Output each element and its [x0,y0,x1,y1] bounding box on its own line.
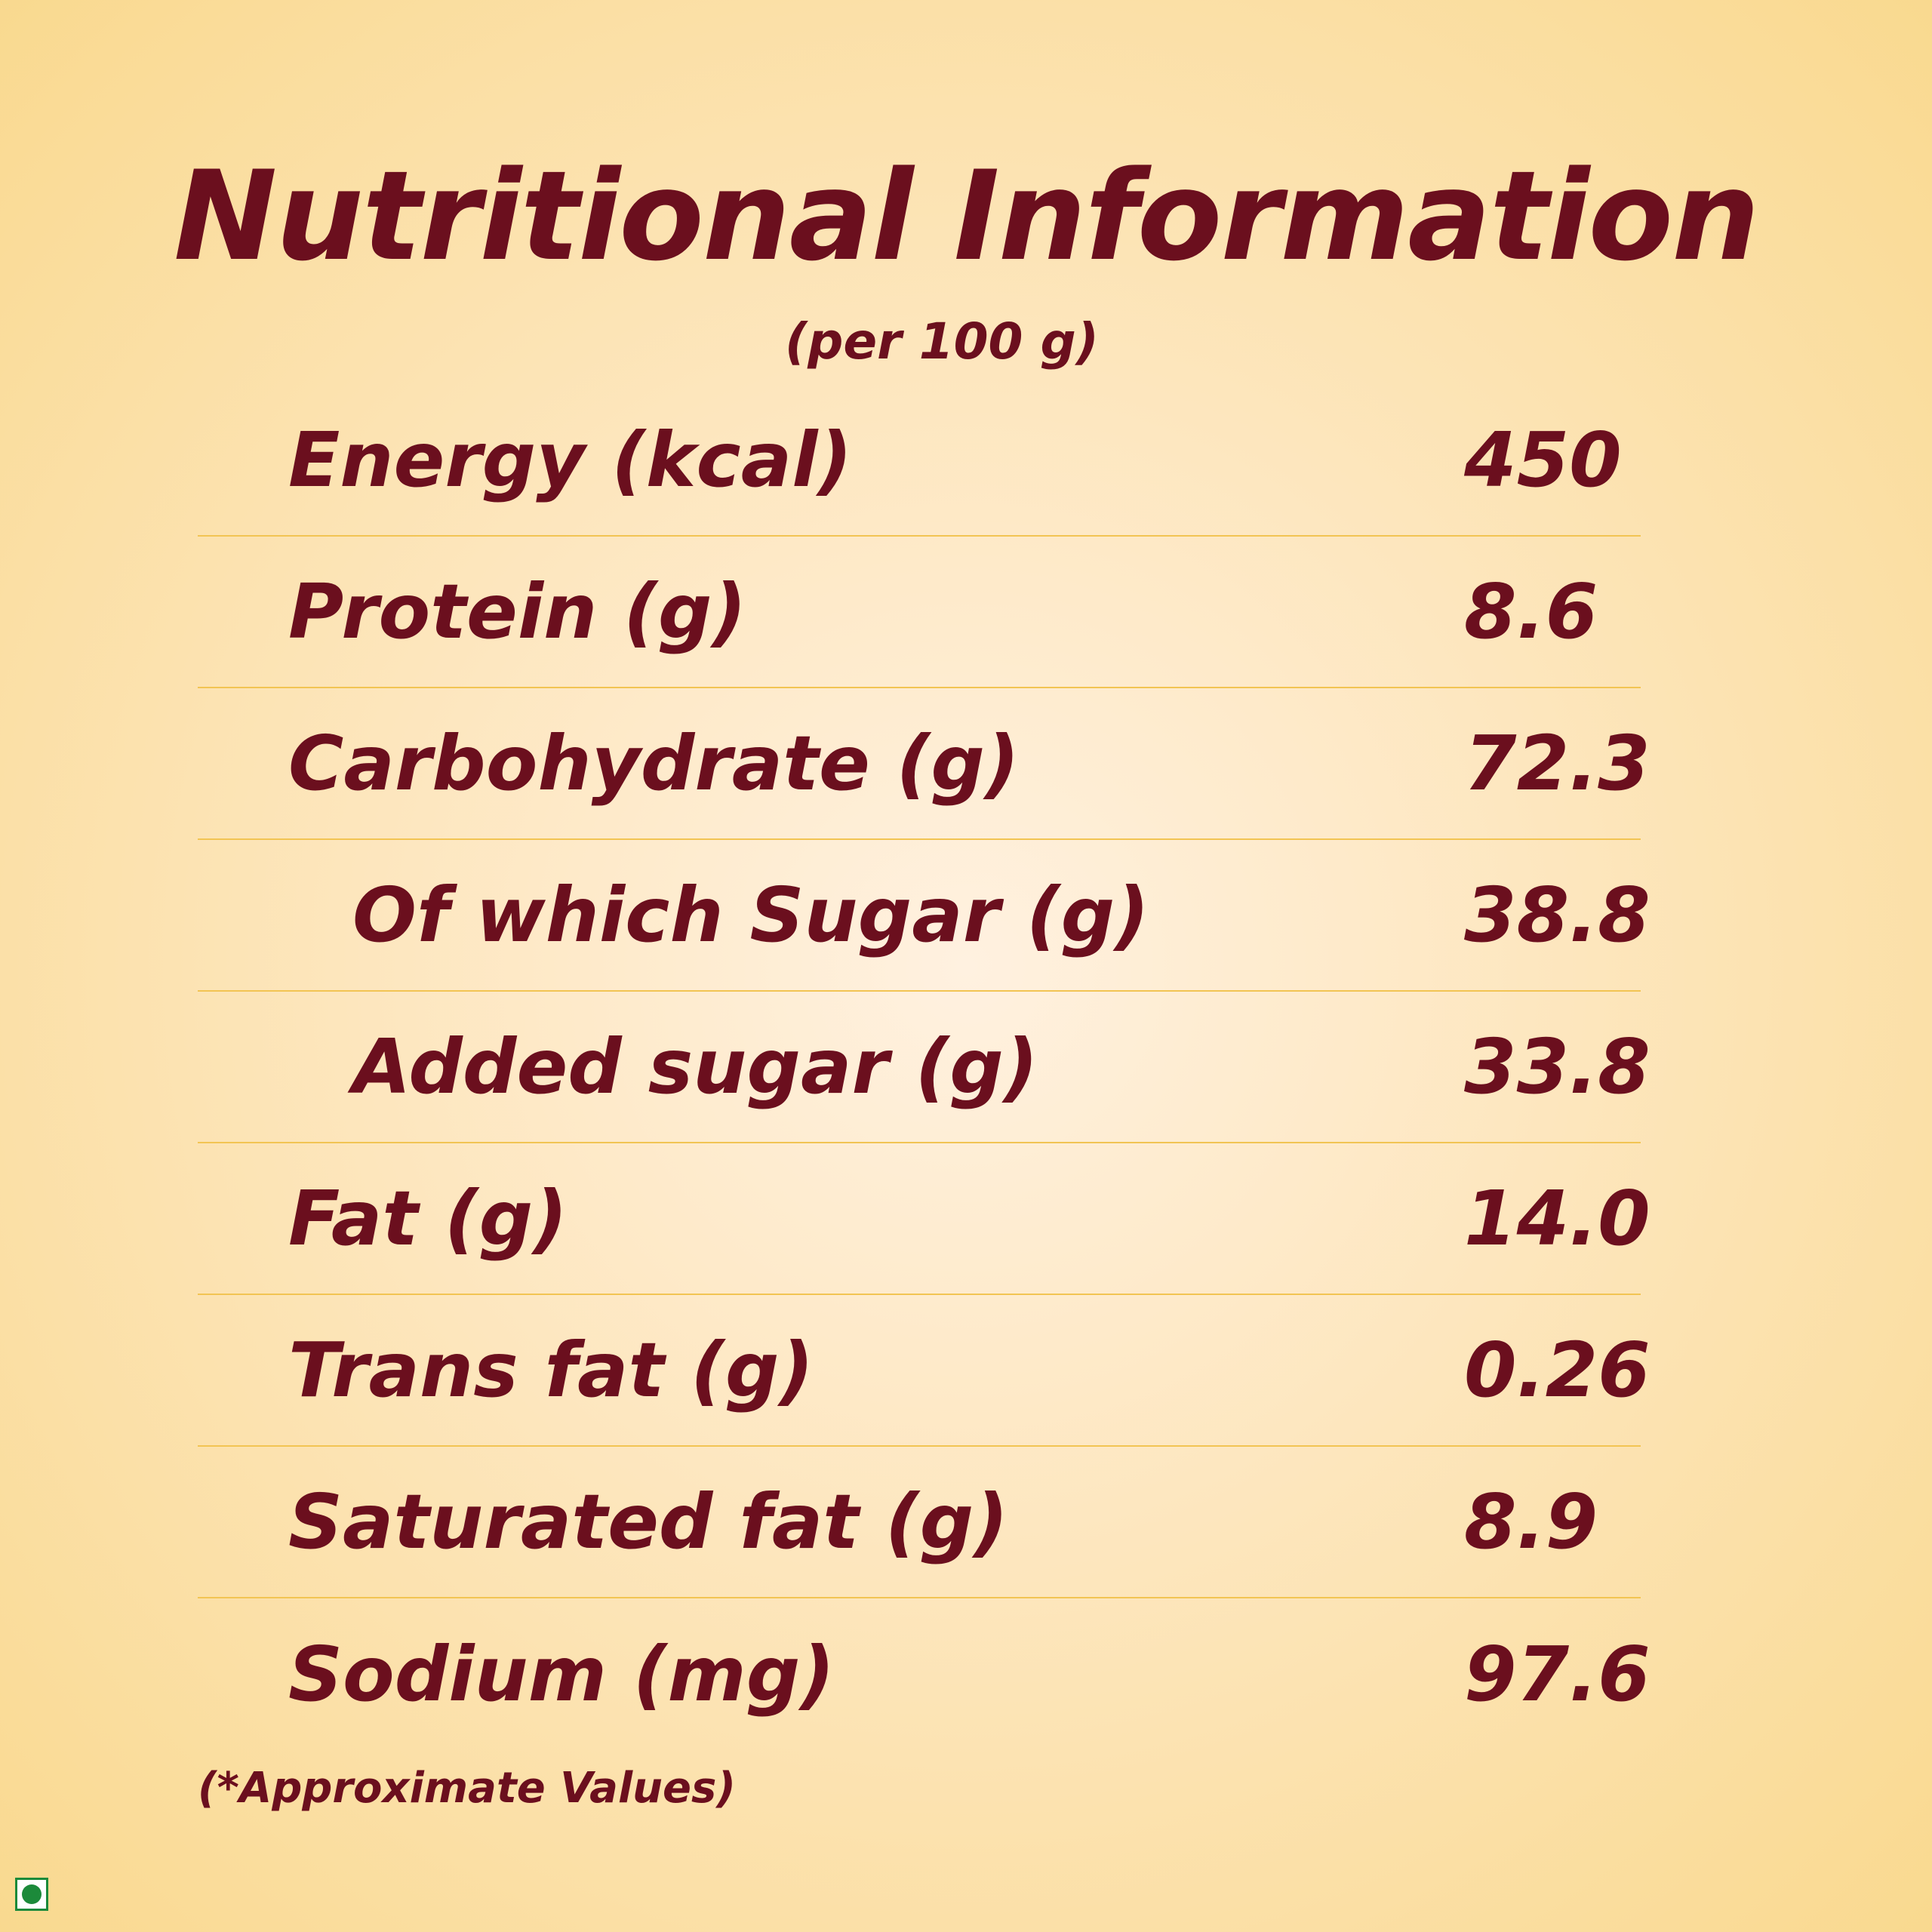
nutrition-row-fat: Fat (g) 14.0 [198,1143,1651,1295]
nutrition-row-added-sugar: Added sugar (g) 33.8 [198,992,1651,1143]
nutrition-row-energy: Energy (kcal) 450 [198,385,1641,537]
nutrient-value: 72.3 [1464,718,1651,808]
nutrient-label: Fat (g) [288,1174,568,1263]
nutrition-row-carbohydrate: Carbohydrate (g) 72.3 [198,688,1651,840]
nutrient-value: 8.6 [1464,567,1598,656]
approximate-values-note: (*Approximate Values) [198,1764,736,1813]
nutrient-label: Of which Sugar (g) [352,870,1149,959]
nutrition-table: Energy (kcal) 450 Protein (g) 8.6 Carboh… [198,385,1651,1750]
nutrient-label: Saturated fat (g) [288,1477,1008,1566]
nutrient-value: 14.0 [1464,1174,1651,1263]
nutrient-value: 8.9 [1464,1477,1598,1566]
nutrient-value: 97.6 [1464,1629,1651,1718]
nutrient-label: Trans fat (g) [288,1325,814,1414]
nutrient-label: Energy (kcal) [288,415,853,504]
nutrition-row-sodium: Sodium (mg) 97.6 [198,1598,1651,1750]
nutrition-row-sugar: Of which Sugar (g) 38.8 [198,840,1651,992]
serving-size-note: (per 100 g) [785,312,1099,371]
nutrient-label: Protein (g) [288,567,747,656]
nutrition-row-protein: Protein (g) 8.6 [198,537,1641,688]
nutrient-label: Added sugar (g) [352,1022,1038,1111]
nutrient-label: Sodium (mg) [288,1629,835,1718]
vegetarian-dot [22,1884,42,1904]
vegetarian-symbol-icon [15,1878,48,1911]
nutrient-value: 33.8 [1464,1022,1651,1111]
nutrient-value: 450 [1464,415,1622,504]
nutrient-label: Carbohydrate (g) [288,718,1020,808]
nutrition-row-trans-fat: Trans fat (g) 0.26 [198,1295,1651,1447]
nutrition-row-saturated-fat: Saturated fat (g) 8.9 [198,1447,1641,1598]
page-title: Nutritional Information [174,144,1760,288]
nutrient-value: 0.26 [1464,1325,1651,1414]
nutrient-value: 38.8 [1464,870,1651,959]
